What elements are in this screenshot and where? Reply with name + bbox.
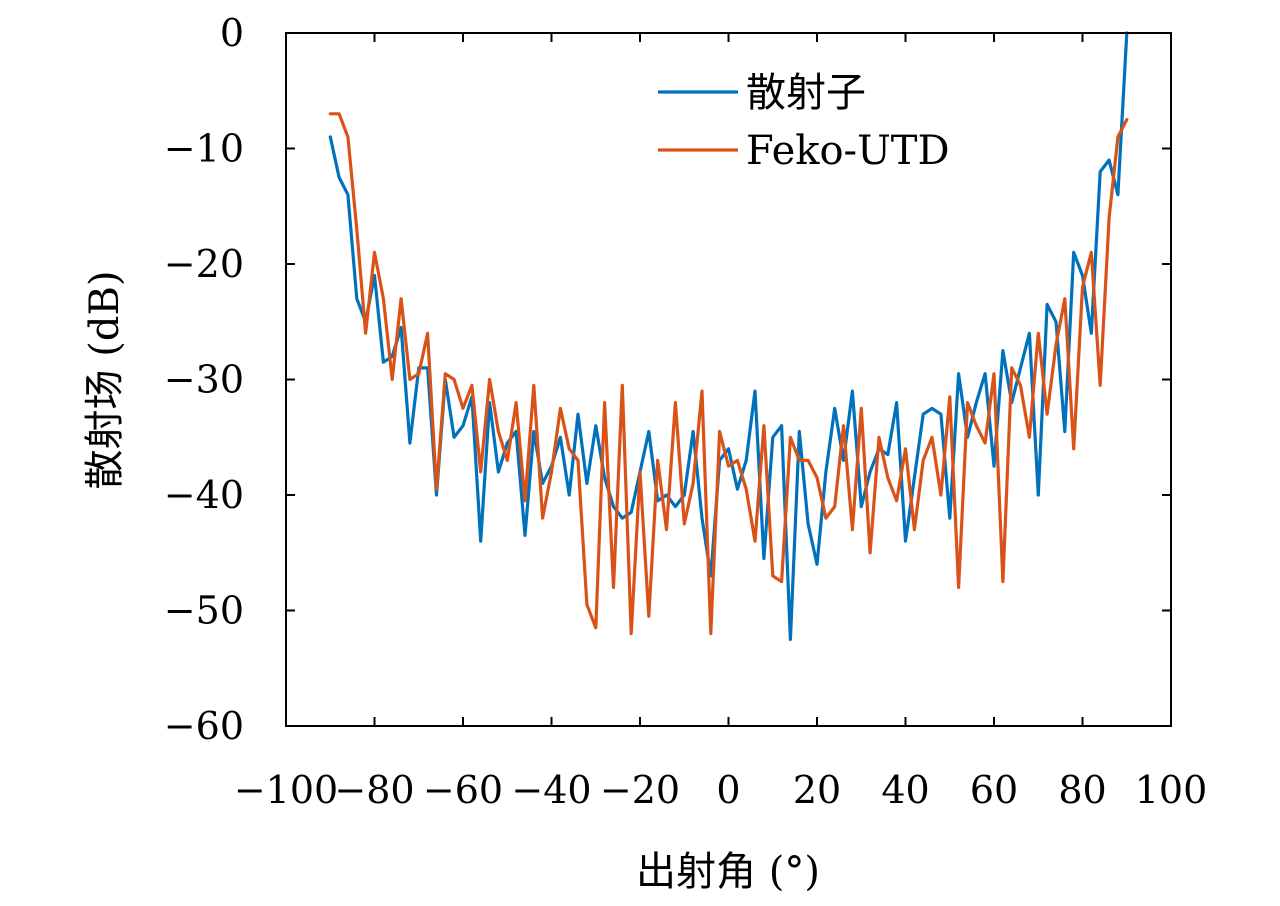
x-tick-label: 0 [716, 768, 740, 812]
x-tick-label: 80 [1058, 768, 1106, 812]
x-tick-label: −40 [511, 768, 591, 812]
x-tick-label: −80 [334, 768, 414, 812]
x-tick-label: 60 [970, 768, 1018, 812]
y-tick-label: −60 [164, 704, 244, 748]
series-line-0 [328, 31, 1129, 642]
y-tick-label: 0 [220, 11, 244, 55]
series-layer [328, 31, 1129, 642]
x-axis-label: 出射角 (°) [636, 849, 820, 895]
x-tick-label: 20 [793, 768, 841, 812]
legend-label-0: 散射子 [746, 70, 866, 116]
x-tick-label: −60 [423, 768, 503, 812]
x-tick-label: 40 [881, 768, 929, 812]
tick-layer: −100−80 −60 −40 −20 0 20 40 60 80 1000−10−20−30−4… [164, 11, 1207, 812]
x-tick-label: −20 [600, 768, 680, 812]
legend: 散射子 Feko-UTD [658, 70, 950, 174]
x-tick-label: −100 [234, 768, 338, 812]
y-tick-label: −30 [164, 358, 244, 402]
y-tick-label: −20 [164, 242, 244, 286]
y-tick-label: −50 [164, 589, 244, 633]
x-tick-label: 100 [1135, 768, 1208, 812]
y-tick-label: −10 [164, 127, 244, 171]
legend-label-1: Feko-UTD [746, 128, 950, 174]
y-tick-label: −40 [164, 473, 244, 517]
y-axis-label: 散射场 (dB) [82, 271, 128, 490]
series-line-1 [328, 112, 1129, 636]
